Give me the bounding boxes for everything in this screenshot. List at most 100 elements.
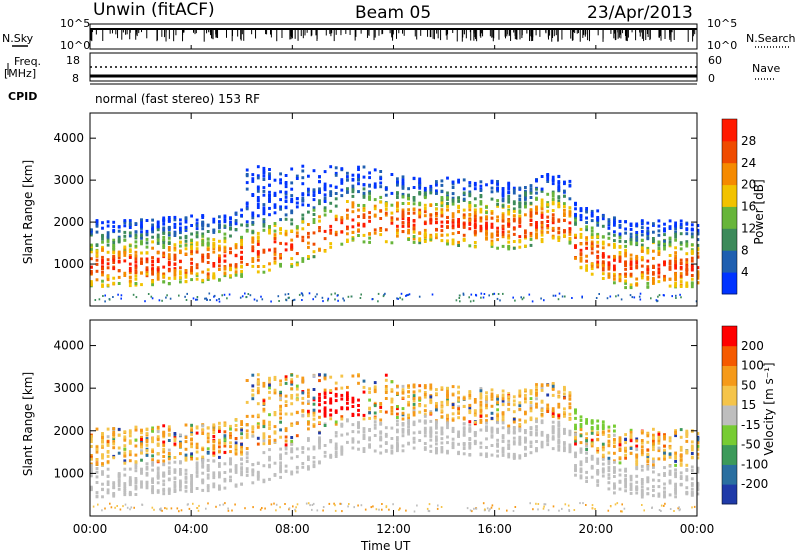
velocity-cell	[518, 429, 522, 433]
velocity-cell	[412, 385, 416, 389]
velocity-cell	[635, 453, 639, 457]
power-cell	[663, 239, 666, 243]
velocity-cell	[273, 430, 277, 434]
power-cell	[551, 209, 555, 212]
power-cell	[629, 227, 633, 231]
power-cell	[268, 262, 271, 266]
velocity-cell	[162, 459, 166, 463]
velocity-cell	[596, 483, 600, 487]
power-cell	[512, 209, 516, 213]
velocity-cell	[240, 448, 243, 452]
power-cell	[679, 293, 681, 296]
velocity-cell	[640, 495, 644, 499]
power-cell	[273, 203, 277, 207]
velocity-cell	[268, 376, 271, 380]
velocity-cell	[134, 425, 138, 429]
power-colorbar-segment	[722, 119, 737, 142]
velocity-cell	[568, 449, 572, 453]
velocity-cell	[496, 401, 499, 405]
power-cell	[190, 252, 193, 256]
power-cell	[473, 222, 477, 226]
velocity-cell	[540, 430, 544, 434]
velocity-cell	[245, 435, 249, 439]
power-cell	[554, 294, 557, 297]
power-cell	[173, 234, 177, 237]
power-cell	[373, 168, 377, 172]
velocity-cell	[256, 425, 260, 429]
velocity-cell	[407, 432, 410, 436]
velocity-cell	[601, 425, 605, 429]
power-cell	[613, 223, 616, 227]
power-cell	[507, 240, 511, 244]
velocity-cell	[546, 383, 550, 387]
power-cell	[156, 235, 160, 239]
power-cell	[134, 236, 138, 240]
power-cell	[151, 260, 154, 263]
power-cell	[95, 219, 99, 223]
velocity-cell	[401, 391, 405, 395]
velocity-cell	[334, 392, 338, 396]
power-cell	[496, 233, 499, 237]
power-cell	[173, 273, 177, 277]
power-cell	[507, 223, 511, 227]
velocity-cell	[368, 387, 371, 391]
velocity-cell	[551, 413, 555, 417]
velocity-cell	[95, 467, 99, 470]
velocity-cell	[601, 474, 605, 478]
power-cell	[290, 187, 294, 191]
velocity-cell	[629, 485, 633, 489]
velocity-cell	[162, 473, 166, 477]
power-cell	[674, 251, 677, 255]
velocity-cell	[201, 488, 205, 492]
power-cell	[101, 279, 104, 283]
power-cell	[150, 295, 153, 298]
velocity-cell	[145, 483, 149, 487]
power-cell	[351, 225, 355, 229]
power-cell	[640, 249, 644, 253]
power-cell	[195, 263, 199, 267]
velocity-cell	[307, 399, 310, 403]
velocity-cell	[195, 487, 199, 490]
power-cell	[278, 300, 280, 302]
velocity-cell	[357, 430, 360, 434]
power-cell	[585, 236, 588, 240]
velocity-cell	[663, 444, 666, 448]
power-cell	[440, 233, 444, 237]
velocity-cell	[201, 461, 205, 465]
power-cell	[390, 211, 394, 215]
power-cell	[457, 180, 460, 184]
power-cell	[284, 217, 288, 221]
velocity-cell	[123, 489, 127, 492]
velocity-cell	[173, 456, 177, 459]
power-cell	[128, 234, 132, 238]
power-cell	[557, 180, 561, 184]
velocity-cell	[106, 488, 110, 492]
velocity-cell	[334, 434, 338, 438]
power-cell	[156, 239, 160, 243]
power-cell	[440, 229, 444, 233]
velocity-cell	[190, 432, 193, 436]
power-cell	[307, 223, 310, 226]
power-cell	[473, 245, 477, 249]
power-cell	[401, 210, 405, 214]
power-cell	[273, 247, 277, 251]
power-cell	[101, 261, 104, 265]
power-cell	[201, 253, 205, 257]
power-cell	[268, 268, 271, 272]
power-cell	[390, 216, 394, 220]
velocity-cell	[245, 473, 249, 477]
velocity-cell	[557, 424, 561, 428]
power-cell	[350, 295, 353, 298]
power-cell	[368, 191, 371, 195]
power-cell	[696, 273, 700, 277]
velocity-cell	[323, 410, 327, 414]
power-cell	[629, 262, 633, 266]
power-cell	[173, 231, 177, 235]
velocity-cell	[507, 455, 511, 459]
power-cell	[457, 209, 460, 213]
power-cell	[106, 275, 110, 278]
velocity-cell	[462, 443, 466, 447]
power-cell	[145, 233, 149, 237]
velocity-cell	[346, 407, 349, 411]
power-cell	[657, 295, 659, 298]
